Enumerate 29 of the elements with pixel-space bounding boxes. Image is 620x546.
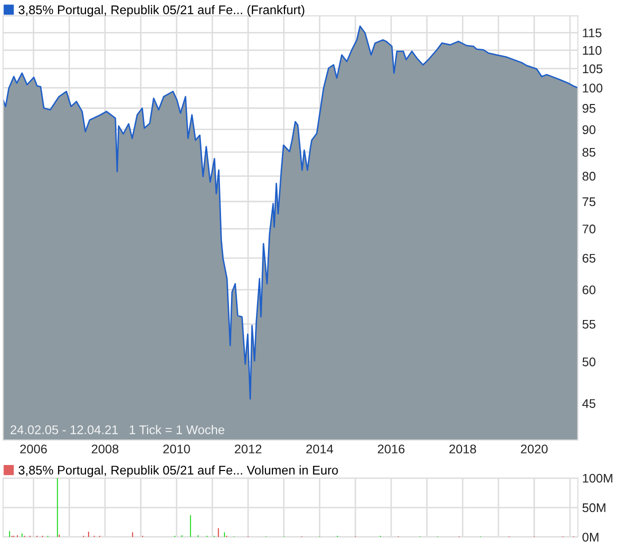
y-tick-label: 70 (582, 224, 596, 234)
y-tick-label: 55 (582, 320, 596, 329)
y-tick-label: 105 (582, 64, 602, 74)
x-tick-label: 2006 (20, 444, 47, 454)
x-tick-label: 2018 (449, 444, 476, 454)
y-tick-label: 50 (582, 357, 596, 366)
y-tick-label: 65 (582, 254, 596, 263)
x-tick-label: 2010 (163, 444, 190, 454)
annotation: 24.02.05 - 12.04.21 1 Tick = 1 Woche (10, 425, 224, 434)
y-tick-label: 80 (582, 172, 596, 181)
legend-label: 3,85% Portugal, Republik 05/21 auf Fe... Volumen in Euro (18, 465, 338, 478)
legend-label: 3,85% Portugal, Republik 05/21 auf Fe... (Frankfurt) (18, 5, 304, 17)
x-tick-label: 2012 (234, 444, 262, 454)
x-tick-label: 2008 (92, 444, 118, 454)
y-tick-label: 60 (582, 285, 596, 294)
y-tick-label: 90 (582, 125, 596, 134)
x-tick-label: 2016 (378, 444, 405, 454)
y-tick-label: 0M (582, 532, 598, 542)
y-tick-label: 50M (582, 503, 606, 512)
y-tick-label: 115 (582, 28, 602, 38)
y-tick-label: 100 (582, 84, 602, 93)
x-tick-label: 2014 (306, 444, 334, 454)
y-tick-label: 85 (582, 148, 596, 157)
x-tick-label: 2020 (520, 444, 548, 454)
y-tick-label: 110 (582, 46, 602, 55)
y-tick-label: 45 (582, 399, 596, 408)
y-tick-label: 75 (582, 197, 596, 206)
y-tick-label: 95 (582, 104, 596, 113)
y-tick-label: 100M (582, 474, 612, 483)
